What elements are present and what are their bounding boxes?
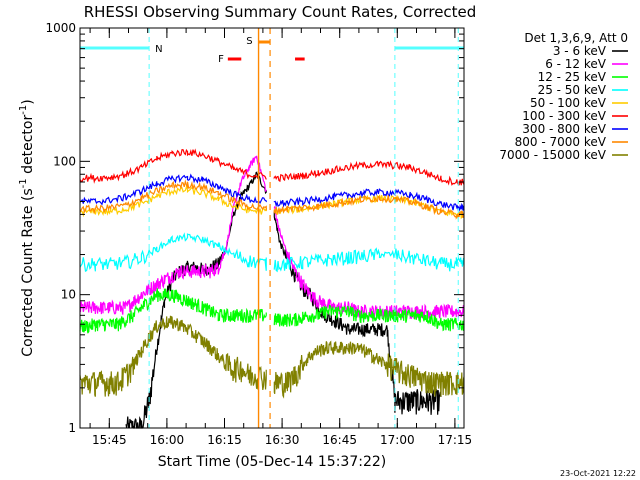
flare-label: F — [218, 54, 224, 65]
y-axis: 1 10 100 1000 — [45, 21, 464, 435]
y-tick-label: 1000 — [45, 21, 76, 35]
y-axis-label-mid: detector — [20, 115, 36, 179]
plot-area — [79, 148, 465, 429]
plot-frame — [79, 27, 465, 429]
x-axis-label: Start Time (05-Dec-14 15:37:22) — [158, 454, 386, 470]
night-label: N — [155, 44, 162, 55]
legend-entry-7000-15000-kev: 7000 - 15000 keV — [499, 148, 606, 162]
x-tick-label: 17:15 — [438, 433, 473, 447]
series-line-12-25-kev — [79, 288, 465, 335]
x-tick-label: 16:15 — [207, 433, 242, 447]
series-line-7000-15000-kev — [79, 315, 465, 399]
legend-entry-100-300-kev: 100 - 300 keV — [522, 109, 606, 123]
x-tick-label: 17:00 — [380, 433, 415, 447]
x-axis: 15:45 16:00 16:15 16:30 16:45 17:00 17:15 — [89, 28, 473, 447]
legend-entry-12-25-kev: 12 - 25 keV — [538, 70, 607, 84]
y-tick-label: 1 — [68, 421, 76, 435]
x-tick-label: 16:30 — [265, 433, 300, 447]
legend-entry-25-50-kev: 25 - 50 keV — [538, 83, 607, 97]
y-axis-label-sup2: -1 — [18, 105, 29, 115]
chart-title: RHESSI Observing Summary Count Rates, Co… — [84, 3, 477, 21]
legend-entry-800-7000-kev: 800 - 7000 keV — [515, 135, 607, 149]
series-line-6-12-kev — [79, 155, 465, 320]
annotations: N F S — [80, 28, 464, 428]
legend-entry-300-800-kev: 300 - 800 keV — [522, 122, 606, 136]
y-axis-label: Corrected Count Rate (s-1 detector-1) — [18, 99, 36, 356]
y-axis-label-end: ) — [20, 99, 36, 104]
y-axis-label-sup1: -1 — [18, 178, 29, 188]
y-axis-label-main: Corrected Count Rate (s — [20, 188, 36, 356]
series-line-50-100-kev — [79, 185, 465, 220]
x-tick-label: 16:00 — [150, 433, 185, 447]
legend-entry-3-6-kev: 3 - 6 keV — [553, 44, 607, 58]
series-line-25-50-kev — [79, 232, 465, 273]
legend-title: Det 1,3,6,9, Att 0 — [524, 31, 628, 45]
legend-entry-50-100-kev: 50 - 100 keV — [530, 96, 607, 110]
series-line-100-300-kev — [79, 148, 465, 186]
footer-date: 23-Oct-2021 12:22 — [560, 469, 636, 478]
series-line-800-7000-kev — [79, 179, 465, 220]
series-line-300-800-kev — [79, 173, 465, 212]
x-tick-label: 16:45 — [322, 433, 357, 447]
x-tick-label: 15:45 — [92, 433, 127, 447]
y-tick-label: 10 — [61, 288, 76, 302]
legend-entry-6-12-kev: 6 - 12 keV — [545, 57, 607, 71]
y-tick-label: 100 — [53, 154, 76, 168]
saa-label: S — [246, 36, 252, 47]
